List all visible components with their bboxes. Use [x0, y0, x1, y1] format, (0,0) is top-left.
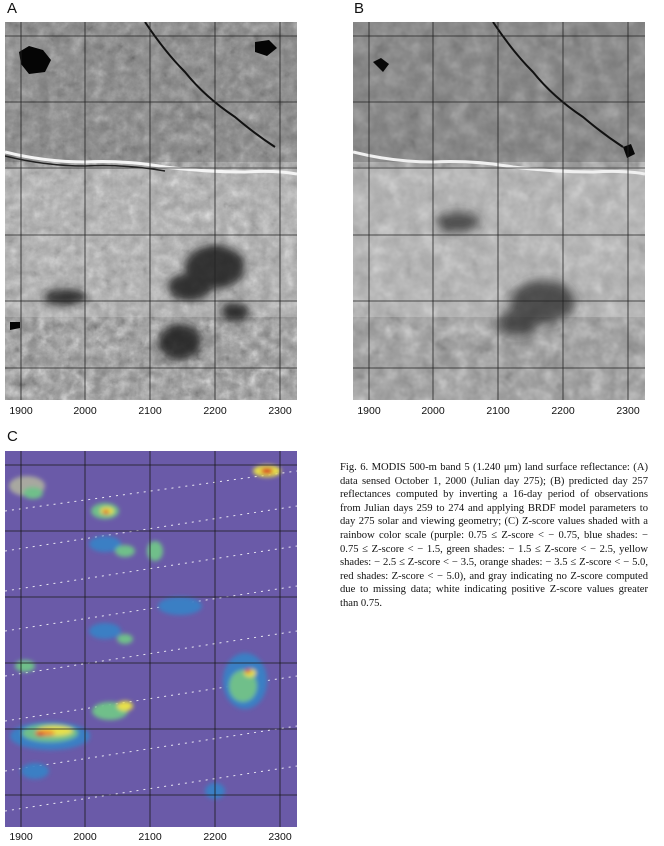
caption-line: 0.75 ≤ Z-score < − 0.75, blue shades: − … — [340, 529, 648, 555]
x-tick: 1900 — [357, 405, 381, 417]
x-tick: 2100 — [486, 405, 510, 417]
x-tick: 2300 — [268, 831, 292, 843]
x-tick: 2200 — [551, 405, 575, 417]
caption-line: to 274 and applying BRDF model parameter… — [340, 502, 648, 528]
x-tick: 2300 — [616, 405, 640, 417]
panel-label-b: B — [354, 0, 365, 17]
caption-line: shades: − 1.5 ≤ Z-score < − 2.5, yellow … — [340, 543, 648, 569]
x-tick: 2000 — [73, 831, 97, 843]
x-tick: 2200 — [203, 405, 227, 417]
panel-label-c: C — [7, 428, 18, 445]
x-axis-b: 1900 2000 2100 2200 2300 — [353, 405, 645, 419]
x-tick: 1900 — [9, 405, 33, 417]
reflectance-map-a — [5, 22, 297, 400]
x-axis-a: 1900 2000 2100 2200 2300 — [5, 405, 297, 419]
x-tick: 1900 — [9, 831, 33, 843]
panel-label-a: A — [7, 0, 18, 17]
reflectance-map-b — [353, 22, 645, 400]
caption-line: gray indicating no Z-score computed due … — [340, 570, 648, 596]
x-tick: 2000 — [421, 405, 445, 417]
figure-caption: Fig. 6. MODIS 500-m band 5 (1.240 μm) la… — [340, 461, 648, 611]
caption-line: computed by inverting a 16-day period of… — [340, 489, 648, 514]
x-tick: 2200 — [203, 831, 227, 843]
x-tick: 2100 — [138, 405, 162, 417]
zscore-map-c — [5, 451, 297, 827]
caption-line: orange shades: − 3.5 ≤ Z-score < − 5.0, … — [340, 557, 648, 582]
x-tick: 2300 — [268, 405, 292, 417]
caption-line: Fig. 6. MODIS 500-m band 5 (1.240 μm) la… — [340, 462, 648, 487]
x-tick: 2100 — [138, 831, 162, 843]
caption-line: positive Z-score values greater than 0.7… — [340, 584, 649, 609]
caption-line: geometry; (C) Z-score values shaded with… — [340, 516, 648, 541]
x-tick: 2000 — [73, 405, 97, 417]
x-axis-c: 1900 2000 2100 2200 2300 — [5, 831, 297, 845]
caption-line: sensed October 1, 2000 (Julian day 275);… — [340, 475, 648, 501]
